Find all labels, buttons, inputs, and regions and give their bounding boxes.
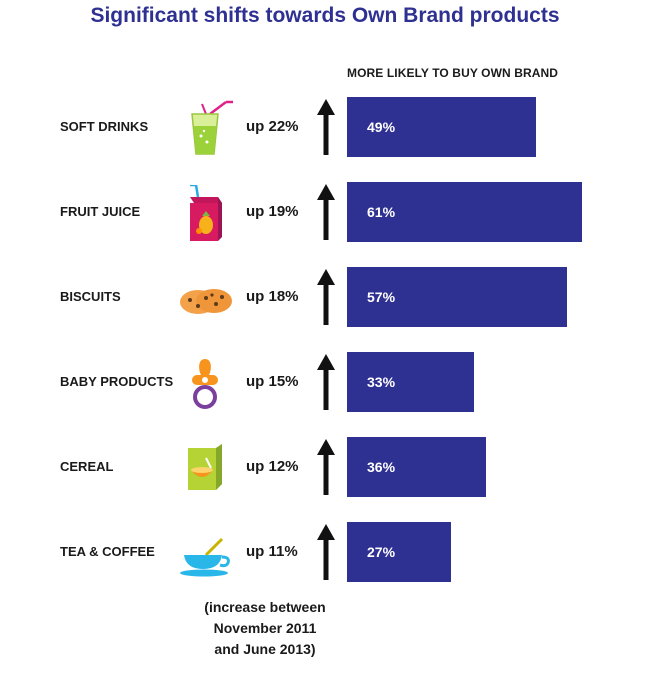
change-label: up 11% xyxy=(246,543,298,560)
bar-value-label: 49% xyxy=(367,119,396,135)
tea-cup-icon xyxy=(176,525,234,581)
category-label: SOFT DRINKS xyxy=(60,119,149,134)
bar: 61% xyxy=(347,182,582,242)
cereal-box-icon xyxy=(176,440,234,496)
footnote-line: (increase between xyxy=(204,599,326,615)
biscuits-icon xyxy=(176,270,234,326)
footnote-line: November 2011 xyxy=(213,620,317,636)
category-row: FRUIT JUICE up 19% 61% xyxy=(0,182,650,242)
change-label: up 18% xyxy=(246,288,299,305)
bar-value-label: 33% xyxy=(367,374,396,390)
fruit-juice-icon xyxy=(176,183,234,241)
bar-value-label: 36% xyxy=(367,459,396,475)
category-row: CEREAL up 12% 36% xyxy=(0,437,650,497)
category-label: FRUIT JUICE xyxy=(60,204,141,219)
up-arrow-icon xyxy=(316,439,336,495)
soft-drink-icon xyxy=(176,100,234,156)
bar-value-label: 61% xyxy=(367,204,396,220)
category-row: SOFT DRINKS up 22% 49% xyxy=(0,97,650,157)
up-arrow-icon xyxy=(316,524,336,580)
baby-pacifier-icon xyxy=(176,355,234,411)
footnote: (increase between November 2011 and June… xyxy=(180,597,350,660)
change-label: up 15% xyxy=(246,373,299,390)
up-arrow-icon xyxy=(316,99,336,155)
category-row: BISCUITS up 18% 57% xyxy=(0,267,650,327)
category-row: BABY PRODUCTS up 15% 33% xyxy=(0,352,650,412)
up-arrow-icon xyxy=(316,184,336,240)
change-label: up 19% xyxy=(246,203,299,220)
category-row: TEA & COFFEE up 11% 27% xyxy=(0,522,650,582)
bar: 49% xyxy=(347,97,536,157)
category-label: BABY PRODUCTS xyxy=(60,374,174,389)
bars-header: MORE LIKELY TO BUY OWN BRAND xyxy=(347,66,559,80)
footnote-line: and June 2013) xyxy=(214,641,316,657)
up-arrow-icon xyxy=(316,269,336,325)
change-label: up 22% xyxy=(246,118,299,135)
chart-title: Significant shifts towards Own Brand pro… xyxy=(90,4,560,27)
category-label: TEA & COFFEE xyxy=(60,544,155,559)
bar-value-label: 57% xyxy=(367,289,396,305)
bar: 27% xyxy=(347,522,452,582)
bar: 57% xyxy=(347,267,567,327)
category-label: BISCUITS xyxy=(60,289,121,304)
category-label: CEREAL xyxy=(60,459,114,474)
bar: 36% xyxy=(347,437,486,497)
bar-value-label: 27% xyxy=(367,544,396,560)
up-arrow-icon xyxy=(316,354,336,410)
change-label: up 12% xyxy=(246,458,299,475)
bar: 33% xyxy=(347,352,475,412)
